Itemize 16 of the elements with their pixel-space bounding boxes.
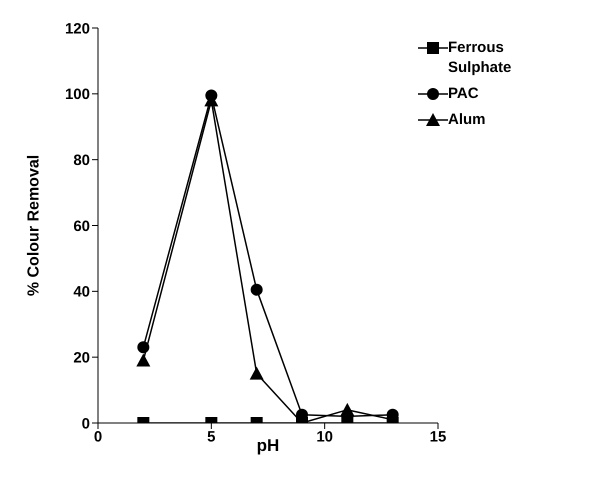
legend-label: Alum: [448, 110, 486, 130]
y-tick-label: 20: [73, 349, 90, 366]
x-axis-title: pH: [256, 436, 280, 455]
y-tick-label: 80: [73, 152, 90, 169]
legend-label: Ferrous Sulphate: [448, 38, 512, 78]
y-tick-label: 120: [64, 20, 90, 38]
x-tick-label: 5: [207, 428, 216, 446]
y-tick-label: 60: [73, 218, 90, 235]
y-tick-label: 40: [73, 284, 90, 301]
y-tick-label: 0: [82, 415, 90, 432]
x-tick-label: 0: [94, 428, 102, 446]
legend-label: PAC: [448, 84, 479, 104]
x-tick-label: 10: [316, 428, 334, 446]
y-tick-label: 100: [64, 86, 90, 104]
y-axis-title: % Colour Removal: [26, 154, 43, 296]
x-tick-label: 15: [430, 428, 446, 446]
